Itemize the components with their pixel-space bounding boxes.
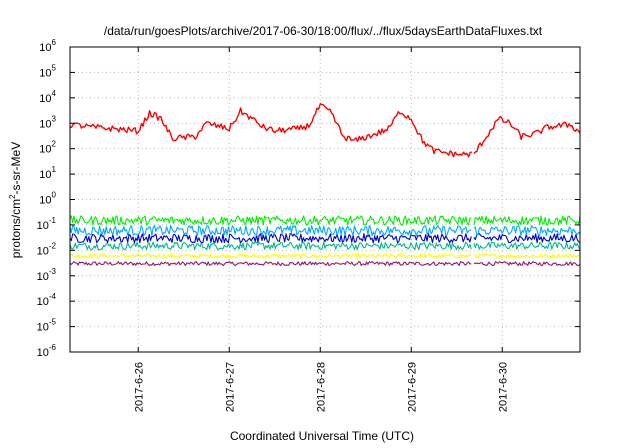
y-tick-label: 104: [39, 89, 56, 105]
axes: 10-6 10-5 10-4 10-3 10-2 10-1 100 101 102 103 104 1…: [37, 38, 580, 412]
x-tick-label: 2017-6-27: [224, 362, 236, 412]
y-tick-label: 106: [39, 38, 56, 54]
y-tick-label: 10-6: [37, 343, 57, 359]
y-tick-label: 103: [39, 114, 56, 130]
y-tick-label: 10-5: [37, 318, 57, 334]
series-layer: [69, 103, 581, 267]
series-line: [69, 215, 581, 226]
x-tick-label: 2017-6-30: [497, 362, 509, 412]
y-tick-label: 10-3: [37, 267, 57, 283]
y-tick-label: 101: [39, 165, 56, 181]
series-line: [69, 224, 581, 237]
y-axis-title: protons/cm2-s-sr-MeV: [8, 142, 23, 258]
y-tick-label: 10-1: [37, 216, 57, 232]
x-axis-title: Coordinated Universal Time (UTC): [230, 429, 414, 443]
y-tick-label: 105: [39, 63, 56, 79]
series-line: [69, 241, 581, 251]
series-line: [69, 261, 581, 267]
series-line: [69, 253, 581, 259]
x-tick-label: 2017-6-26: [133, 362, 145, 412]
y-axis-title-suffix: -s-sr-MeV: [9, 142, 23, 195]
y-tick-label: 100: [39, 191, 56, 207]
y-axis-title-sup: 2: [8, 194, 17, 199]
x-tick-label: 2017-6-29: [406, 362, 418, 412]
chart-title: /data/run/goesPlots/archive/2017-06-30/1…: [104, 24, 543, 38]
y-axis-title-prefix: protons/cm: [9, 199, 23, 258]
series-line: [69, 103, 581, 158]
y-tick-label: 10-2: [37, 241, 57, 257]
series-line: [69, 233, 581, 244]
y-tick-label: 10-4: [37, 292, 57, 308]
x-tick-label: 2017-6-28: [315, 362, 327, 412]
y-tick-label: 102: [39, 140, 56, 156]
grid-lines: [70, 47, 580, 352]
